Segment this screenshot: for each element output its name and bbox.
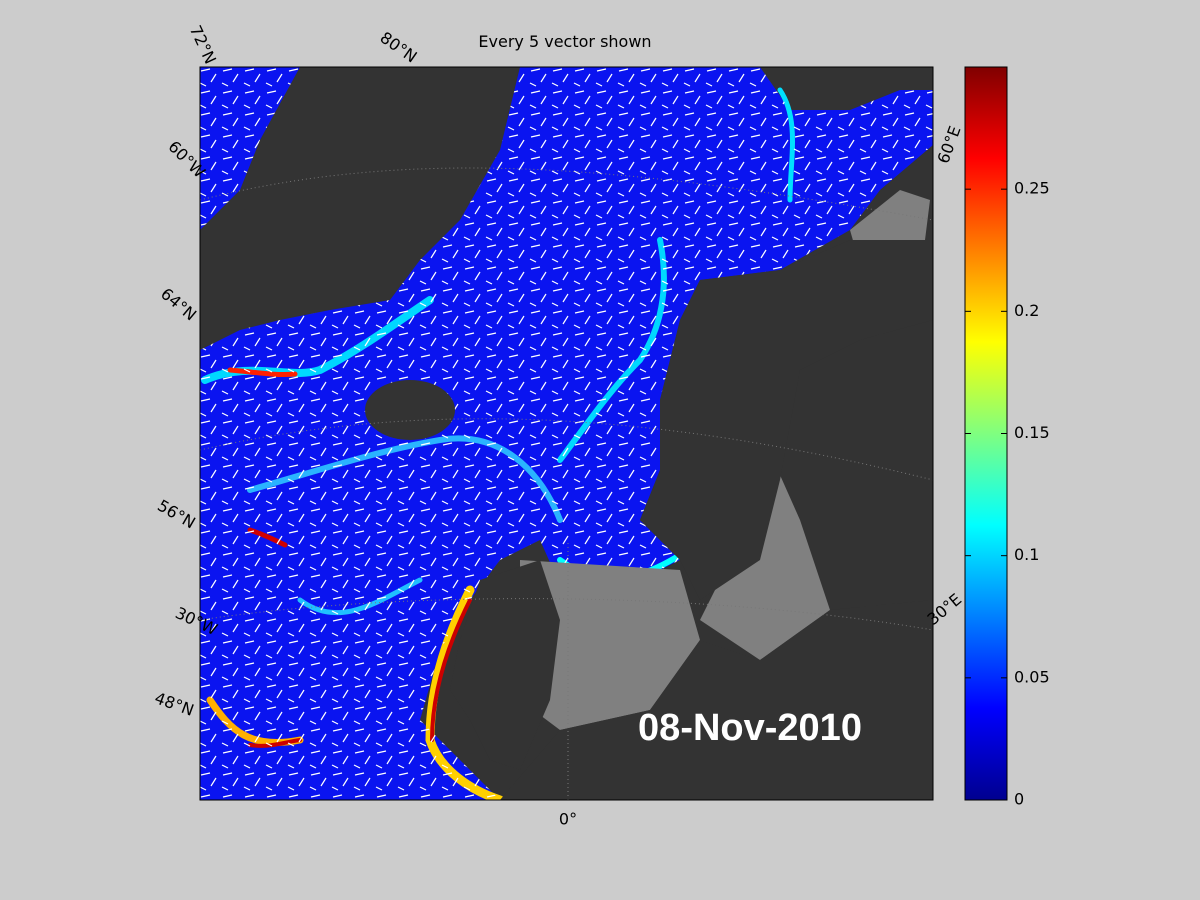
- europe: [500, 600, 933, 800]
- british-isles: [450, 560, 560, 770]
- colorbar: [964, 66, 1008, 801]
- north-sea-shelf: [520, 560, 700, 730]
- date-label: 08-Nov-2010: [638, 707, 862, 749]
- colorbar-tick-label: 0.2: [1014, 301, 1039, 320]
- colorbar-tick-label: 0.1: [1014, 545, 1039, 564]
- colorbar-ticks: 0 0.05 0.1 0.15 0.2 0.25: [965, 179, 1050, 809]
- colorbar-tick-label: 0.25: [1014, 179, 1050, 198]
- greenland: [200, 67, 520, 350]
- graticule-label: 72°N: [186, 22, 220, 67]
- scandinavia: [640, 240, 933, 600]
- graticule-label: 64°N: [157, 284, 200, 324]
- graticule-label: 48°N: [152, 688, 196, 720]
- iceland: [365, 380, 455, 440]
- graticule: [200, 167, 933, 800]
- map-title: Every 5 vector shown: [478, 32, 651, 51]
- graticule-label: 56°N: [154, 496, 198, 533]
- colorbar-tick-label: 0: [1014, 790, 1024, 809]
- map: 08-Nov-2010: [200, 67, 933, 800]
- map-frame: [199, 66, 934, 801]
- colorbar-tick-label: 0.15: [1014, 423, 1050, 442]
- colorbar-tick-label: 0.05: [1014, 667, 1050, 686]
- baltic-sea: [700, 430, 830, 660]
- graticule-label: 80°N: [377, 28, 421, 67]
- graticule-label: 60°E: [934, 123, 965, 166]
- graticule-label: 0°: [559, 810, 577, 829]
